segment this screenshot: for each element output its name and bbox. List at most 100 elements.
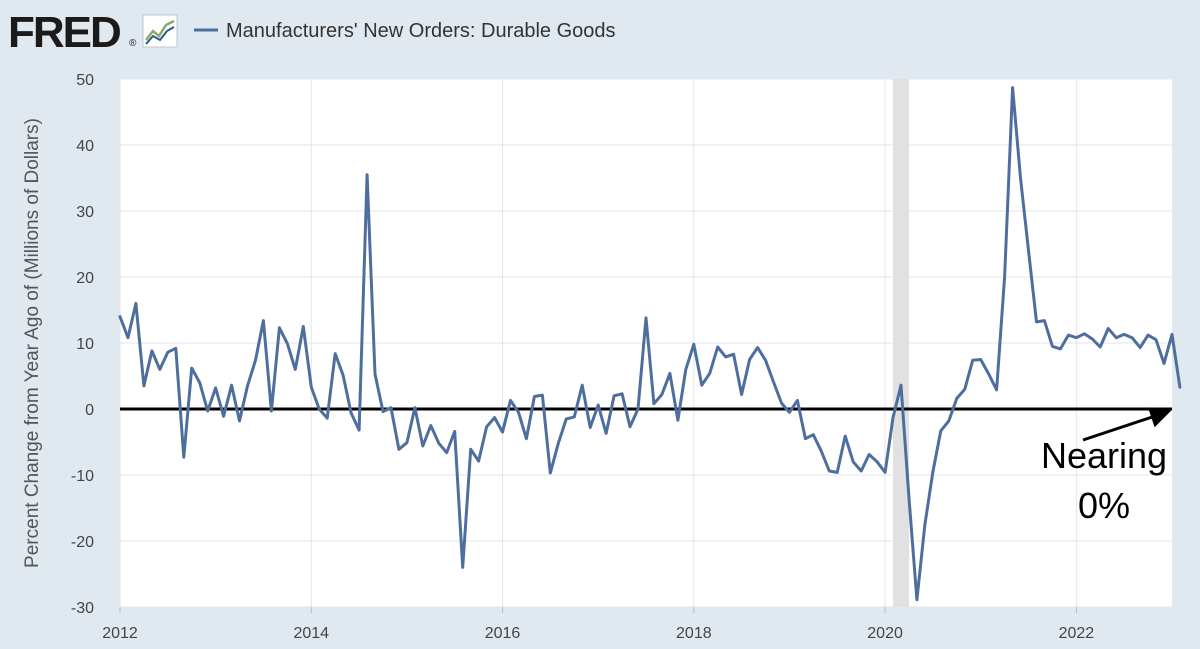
- data-point: [1075, 336, 1078, 339]
- data-point: [1130, 336, 1134, 339]
- legend: Manufacturers' New Orders: Durable Goods: [194, 20, 616, 42]
- data-point: [1067, 333, 1070, 337]
- data-point: [349, 411, 353, 415]
- data-point: [1051, 345, 1054, 348]
- data-point: [286, 342, 289, 345]
- data-point: [812, 433, 815, 436]
- data-point: [461, 566, 464, 569]
- data-point: [581, 384, 584, 387]
- data-point: [501, 430, 504, 434]
- data-point: [668, 372, 672, 375]
- data-point: [477, 459, 480, 463]
- y-tick-label: 50: [76, 72, 94, 89]
- data-point: [939, 429, 942, 432]
- data-point: [389, 406, 393, 409]
- data-point: [373, 372, 377, 376]
- data-point: [788, 411, 791, 414]
- x-tick-label: 2016: [485, 625, 521, 642]
- data-point: [270, 409, 273, 413]
- data-point: [397, 448, 401, 451]
- data-point: [214, 386, 217, 390]
- fred-registered-mark: ®: [129, 38, 137, 49]
- data-point: [381, 410, 385, 413]
- y-tick-label: 20: [76, 270, 94, 287]
- gridlines: [119, 78, 1172, 608]
- data-point: [764, 359, 767, 362]
- data-point: [429, 424, 432, 427]
- data-point: [804, 437, 807, 440]
- recession-shading: [893, 79, 909, 607]
- data-point: [158, 368, 161, 371]
- data-point: [636, 407, 640, 411]
- data-point: [493, 416, 496, 419]
- data-point: [190, 366, 193, 370]
- data-point: [652, 402, 656, 405]
- data-point: [278, 326, 281, 329]
- x-tick-label: 2020: [867, 625, 903, 642]
- annotation-line-1: Nearing: [1041, 435, 1167, 476]
- data-point: [660, 393, 664, 396]
- data-point: [318, 407, 321, 411]
- y-tick-label: 40: [76, 138, 94, 155]
- data-point: [796, 399, 799, 402]
- data-point: [541, 393, 544, 397]
- annotation-arrow: [1082, 407, 1172, 442]
- data-point: [836, 471, 839, 474]
- y-tick-label: -30: [71, 600, 94, 617]
- data-point: [341, 374, 345, 377]
- data-point: [772, 380, 775, 384]
- data-point: [1059, 347, 1062, 351]
- data-point: [1099, 345, 1102, 349]
- data-point: [1154, 338, 1158, 341]
- data-point: [174, 347, 177, 350]
- data-point: [421, 444, 424, 448]
- y-axis-ticks: -30 -20 -10 0 10 20 30 40 50: [71, 72, 94, 617]
- data-point: [246, 384, 249, 388]
- data-point: [628, 425, 632, 428]
- data-point: [923, 523, 927, 526]
- data-point: [1043, 319, 1046, 322]
- data-point: [126, 336, 130, 339]
- data-point: [1019, 176, 1022, 180]
- data-point: [118, 315, 122, 318]
- data-point: [1146, 333, 1150, 337]
- recession-band: [893, 79, 909, 607]
- data-point: [995, 388, 998, 392]
- data-point: [142, 384, 146, 388]
- data-point: [182, 456, 185, 459]
- data-point: [365, 173, 369, 176]
- data-point: [294, 368, 297, 371]
- data-point: [525, 437, 528, 440]
- data-point: [700, 384, 703, 387]
- data-point: [867, 453, 871, 456]
- data-point: [844, 434, 847, 438]
- data-point: [899, 384, 903, 387]
- data-point: [756, 346, 759, 349]
- y-tick-label: 0: [85, 402, 94, 419]
- data-point: [254, 359, 257, 362]
- data-point: [971, 359, 974, 362]
- data-point: [891, 416, 895, 419]
- y-tick-label: -20: [71, 534, 94, 551]
- data-point: [1083, 332, 1086, 335]
- data-point: [302, 325, 305, 328]
- data-point: [1027, 249, 1030, 252]
- data-point: [1091, 337, 1094, 341]
- data-point: [1170, 333, 1174, 336]
- x-tick-label: 2012: [102, 625, 138, 642]
- y-tick-label: 30: [76, 204, 94, 221]
- fred-logo[interactable]: FRED ®: [8, 8, 178, 57]
- data-point: [644, 316, 648, 320]
- annotation-nearing-zero: Nearing 0%: [1041, 407, 1172, 526]
- y-tick-label: 10: [76, 336, 94, 353]
- data-point: [1122, 333, 1126, 336]
- data-point: [469, 448, 472, 451]
- data-point: [150, 349, 154, 353]
- data-point: [549, 471, 552, 475]
- data-point: [1035, 320, 1038, 324]
- data-point: [557, 442, 560, 445]
- data-point: [915, 598, 919, 601]
- data-point: [732, 353, 735, 356]
- data-point: [445, 451, 448, 454]
